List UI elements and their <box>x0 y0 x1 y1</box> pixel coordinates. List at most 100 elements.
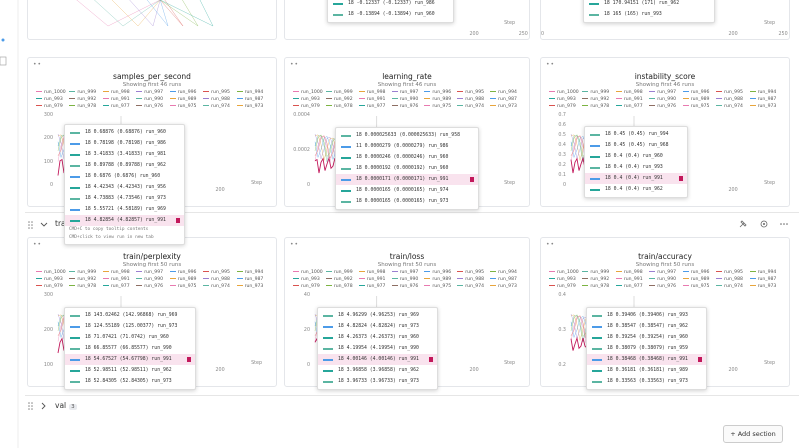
tooltip-row[interactable]: 18 0.4 (0.4) run_962 <box>585 184 687 195</box>
tooltip-row[interactable]: 18 0.6876 (0.6876) run_960 <box>65 171 184 182</box>
legend-item[interactable]: run_994 <box>490 90 517 95</box>
tooltip-row[interactable]: 18 170.94151 (171) run_962 <box>584 0 714 9</box>
section-title[interactable]: val 3 <box>55 401 77 410</box>
legend-item[interactable]: run_974 <box>457 284 484 289</box>
legend-item[interactable]: run_977 <box>358 284 385 289</box>
legend-item[interactable]: run_988 <box>203 277 230 282</box>
legend-item[interactable]: run_989 <box>169 277 196 282</box>
legend-item[interactable]: run_1000 <box>293 90 323 95</box>
legend-item[interactable]: run_977 <box>615 284 643 289</box>
legend-item[interactable]: run_990 <box>649 277 676 282</box>
legend-item[interactable]: run_989 <box>169 97 196 102</box>
tooltip-row[interactable]: 18 0.4 (0.4) run_993 <box>585 162 687 173</box>
legend-item[interactable]: run_992 <box>69 277 96 282</box>
tooltip-row[interactable]: 18 4.19954 (4.19954) run_990 <box>318 343 437 354</box>
legend-item[interactable]: run_976 <box>136 284 163 289</box>
legend-item[interactable]: run_992 <box>582 97 609 102</box>
legend-item[interactable]: run_989 <box>682 97 709 102</box>
legend-item[interactable]: run_975 <box>682 284 709 289</box>
legend-item[interactable]: run_973 <box>490 104 517 109</box>
tooltip-row[interactable]: 18 -0.12337 (-0.12337) run_986 <box>328 0 453 9</box>
legend-item[interactable]: run_991 <box>102 277 130 282</box>
tooltip-row[interactable]: 18 -0.13894 (-0.13894) run_960 <box>328 9 453 20</box>
tooltip-row[interactable]: 11 0.0000279 (0.0000279) run_986 <box>336 141 478 152</box>
legend-item[interactable]: run_995 <box>716 270 743 275</box>
legend-item[interactable]: run_988 <box>716 277 743 282</box>
legend-item[interactable]: run_990 <box>136 97 163 102</box>
legend-item[interactable]: run_976 <box>649 284 676 289</box>
legend-item[interactable]: run_992 <box>69 97 96 102</box>
legend-item[interactable]: run_998 <box>358 270 385 275</box>
tooltip-row[interactable]: 18 0.45 (0.45) run_968 <box>585 140 687 151</box>
tooltip-row[interactable]: 18 0.78198 (0.78198) run_986 <box>65 138 184 149</box>
legend-item[interactable]: run_991 <box>615 97 643 102</box>
legend-item[interactable]: run_996 <box>424 90 451 95</box>
legend-item[interactable]: run_991 <box>358 97 385 102</box>
tooltip-row[interactable]: 18 4.73883 (4.73546) run_973 <box>65 193 184 204</box>
legend-item[interactable]: run_995 <box>457 90 484 95</box>
tooltip-row[interactable]: 18 3.96858 (3.96858) run_962 <box>318 365 437 376</box>
legend-item[interactable]: run_976 <box>136 104 163 109</box>
tooltip-row[interactable]: 18 0.0000165 (0.0000165) run_973 <box>336 196 478 207</box>
tooltip-row[interactable]: 18 0.0000192 (0.0000192) run_960 <box>336 163 478 174</box>
tooltip-row[interactable]: 18 143.02462 (142.96868) run_969 <box>65 310 195 321</box>
panel-menu[interactable]: •• <box>33 241 43 248</box>
legend-item[interactable]: run_975 <box>424 104 451 109</box>
legend-item[interactable]: run_993 <box>293 97 320 102</box>
legend-item[interactable]: run_994 <box>236 270 263 275</box>
legend-item[interactable]: run_994 <box>490 270 517 275</box>
legend-item[interactable]: run_988 <box>457 277 484 282</box>
legend-item[interactable]: run_978 <box>325 104 353 109</box>
legend-item[interactable]: run_993 <box>36 97 63 102</box>
legend-item[interactable]: run_989 <box>424 97 451 102</box>
tooltip-row[interactable]: 18 0.000025633 (0.000025633) run_958 <box>336 130 478 141</box>
legend-item[interactable]: run_997 <box>136 90 163 95</box>
legend-item[interactable]: run_992 <box>325 277 353 282</box>
legend-item[interactable]: run_976 <box>649 104 676 109</box>
legend-item[interactable]: run_979 <box>293 104 320 109</box>
legend-item[interactable]: run_996 <box>169 90 196 95</box>
tooltip-row[interactable]: 18 0.89788 (0.89788) run_962 <box>65 160 184 171</box>
tooltip-row[interactable]: 18 0.0000246 (0.0000246) run_960 <box>336 152 478 163</box>
tooltip-row[interactable]: 18 0.39254 (0.39254) run_960 <box>587 332 706 343</box>
legend-item[interactable]: run_995 <box>203 270 230 275</box>
legend-item[interactable]: run_975 <box>169 284 196 289</box>
legend-item[interactable]: run_997 <box>649 90 676 95</box>
legend-item[interactable]: run_974 <box>716 284 743 289</box>
legend-item[interactable]: run_996 <box>682 90 709 95</box>
legend-item[interactable]: run_990 <box>391 97 418 102</box>
legend-item[interactable]: run_990 <box>136 277 163 282</box>
legend-item[interactable]: run_987 <box>490 277 517 282</box>
tooltip-row[interactable]: 18 4.96299 (4.96253) run_969 <box>318 310 437 321</box>
legend-item[interactable]: run_987 <box>749 97 776 102</box>
panel-menu[interactable]: •• <box>33 61 43 68</box>
tooltip-row[interactable]: 18 0.38468 (0.38468) run_991 <box>587 354 706 365</box>
legend-item[interactable]: run_973 <box>236 104 263 109</box>
tooltip-row[interactable]: 18 4.82824 (4.82824) run_973 <box>318 321 437 332</box>
tooltip-row[interactable]: 18 3.41833 (3.41833) run_981 <box>65 149 184 160</box>
tooltip-row[interactable]: 18 4.82854 (4.82857) run_991 <box>65 215 184 226</box>
tooltip-row[interactable]: 18 5.55721 (4.58189) run_969 <box>65 204 184 215</box>
legend-item[interactable]: run_993 <box>293 277 320 282</box>
section-actions[interactable] <box>737 218 793 230</box>
panel-menu[interactable]: •• <box>290 61 300 68</box>
legend-item[interactable]: run_992 <box>325 97 353 102</box>
legend-item[interactable]: run_990 <box>649 97 676 102</box>
panel-menu[interactable]: •• <box>290 241 300 248</box>
tooltip-row[interactable]: 18 0.4 (0.4) run_991 <box>585 173 687 184</box>
legend-item[interactable]: run_1000 <box>549 90 579 95</box>
legend-item[interactable]: run_979 <box>36 284 63 289</box>
legend-item[interactable]: run_988 <box>716 97 743 102</box>
legend-item[interactable]: run_999 <box>69 270 96 275</box>
legend-item[interactable]: run_977 <box>102 284 130 289</box>
tooltip-row[interactable]: 18 0.68876 (0.68876) run_960 <box>65 127 184 138</box>
legend-item[interactable]: run_1000 <box>36 90 66 95</box>
panel-menu[interactable]: •• <box>546 241 556 248</box>
tooltip-row[interactable]: 18 71.07421 (71.0742) run_960 <box>65 332 195 343</box>
legend-item[interactable]: run_978 <box>582 104 609 109</box>
tooltip-row[interactable]: 18 0.36181 (0.36181) run_989 <box>587 365 706 376</box>
legend-item[interactable]: run_979 <box>293 284 320 289</box>
legend-item[interactable]: run_1000 <box>549 270 579 275</box>
tooltip-row[interactable]: 18 54.67527 (54.67798) run_991 <box>65 354 196 365</box>
tooltip-row[interactable]: 18 0.45 (0.45) run_994 <box>585 129 687 140</box>
